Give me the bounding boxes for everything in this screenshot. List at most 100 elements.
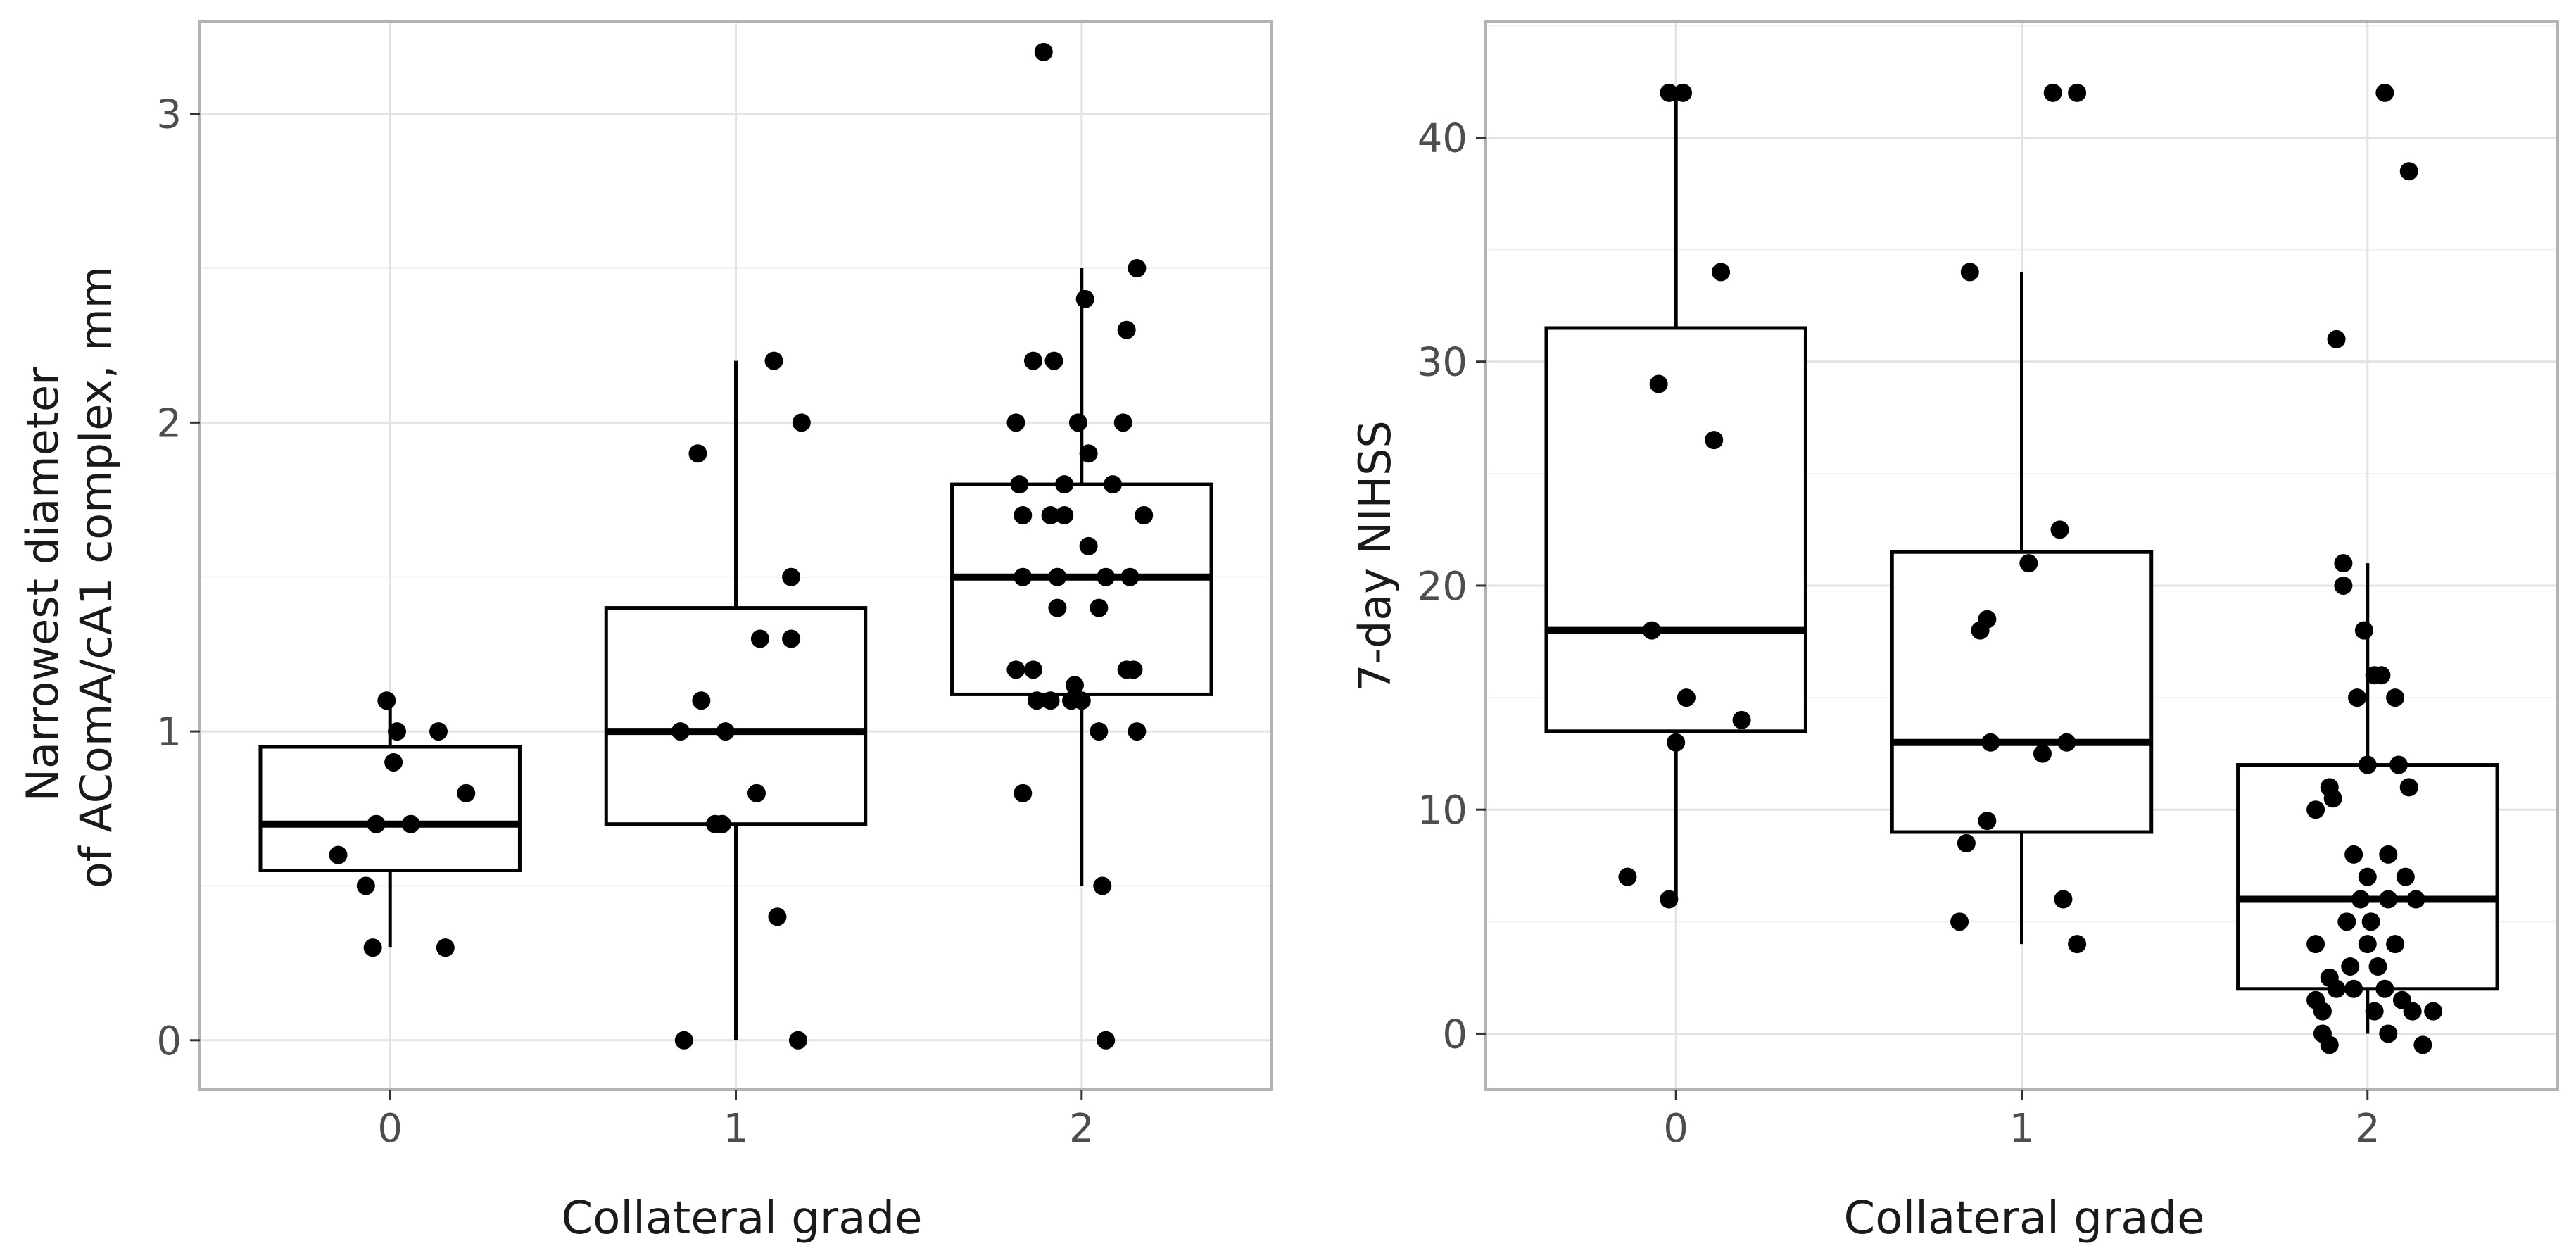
data-point	[2341, 957, 2360, 976]
data-point	[1660, 890, 1679, 909]
x-axis-title: Collateral grade	[1844, 1192, 2205, 1245]
data-point	[2379, 845, 2398, 864]
data-point	[1093, 876, 1112, 895]
chart-narrowest-diameter: 0 1 2 3 0 1 2 Collateral grade Narrowest diam…	[17, 20, 1273, 1245]
data-point	[1044, 351, 1063, 370]
data-point	[2344, 979, 2363, 998]
data-point	[1712, 263, 1731, 282]
data-point	[1024, 351, 1043, 370]
data-point	[2068, 935, 2087, 954]
data-point	[1113, 413, 1132, 432]
data-point	[1960, 263, 1979, 282]
data-point	[1079, 536, 1098, 555]
data-point	[2375, 83, 2394, 102]
iqr-box	[604, 606, 868, 826]
data-point	[2351, 890, 2370, 909]
data-point	[2050, 520, 2069, 539]
iqr-box	[1890, 550, 2154, 834]
data-point	[2327, 979, 2346, 998]
data-point	[1065, 676, 1084, 695]
data-point	[674, 1031, 693, 1050]
data-point	[788, 1031, 807, 1050]
data-point	[363, 938, 382, 957]
data-point	[671, 722, 690, 741]
data-point	[436, 938, 455, 957]
data-point	[1055, 475, 1074, 494]
data-point	[2054, 890, 2073, 909]
data-point	[2375, 979, 2394, 998]
data-point	[1014, 505, 1033, 524]
data-point	[750, 629, 769, 648]
data-point	[2368, 957, 2387, 976]
data-point	[2019, 554, 2038, 573]
data-point	[768, 907, 787, 926]
data-point	[1667, 733, 1686, 752]
data-point	[2043, 83, 2062, 102]
data-point	[388, 722, 407, 741]
data-point	[1642, 621, 1661, 640]
data-point	[1135, 505, 1154, 524]
data-point	[1978, 610, 1997, 629]
data-point	[1014, 783, 1033, 802]
data-point	[1068, 413, 1087, 432]
data-point	[1006, 660, 1025, 679]
data-point	[2399, 162, 2418, 181]
y-axis-ticks: 0 1 2 3	[156, 92, 200, 1064]
data-point	[2313, 1002, 2332, 1021]
y-tick-label: 30	[1418, 340, 1467, 386]
data-point	[688, 444, 707, 463]
data-point	[716, 722, 735, 741]
y-tick-label: 1	[156, 710, 182, 755]
data-point	[2386, 688, 2405, 707]
x-tick-label: 0	[1663, 1106, 1688, 1152]
data-point	[1090, 598, 1109, 617]
data-point	[2424, 1002, 2443, 1021]
data-point	[2396, 867, 2415, 886]
data-point	[1117, 320, 1136, 339]
data-point	[429, 722, 448, 741]
data-point	[367, 814, 386, 833]
x-axis-ticks: 0 1 2	[1663, 1090, 2380, 1152]
y-tick-label: 0	[156, 1019, 182, 1064]
iqr-box	[950, 482, 1213, 696]
data-point	[712, 814, 731, 833]
data-point	[2358, 755, 2377, 774]
data-point	[1705, 431, 1724, 450]
y-tick-label: 20	[1418, 564, 1467, 610]
y-axis-title-line-2: of AComA/cA1 complex, mm	[70, 266, 122, 888]
data-point	[1014, 567, 1033, 586]
data-point	[1024, 660, 1043, 679]
data-point	[2033, 744, 2052, 763]
data-point	[1006, 413, 1025, 432]
data-point	[2413, 1035, 2432, 1054]
data-points	[1618, 83, 2443, 1054]
boxplot-category-2	[950, 267, 1213, 886]
data-point	[2379, 890, 2398, 909]
data-point	[2334, 554, 2353, 573]
data-point	[2406, 890, 2425, 909]
data-point	[1048, 567, 1067, 586]
data-point	[2306, 935, 2325, 954]
data-point	[1104, 475, 1123, 494]
x-tick-label: 0	[377, 1106, 403, 1152]
data-point	[1124, 660, 1143, 679]
data-point	[782, 567, 801, 586]
data-point	[2358, 867, 2377, 886]
data-point	[2403, 1002, 2422, 1021]
data-point	[782, 629, 801, 648]
data-point	[1732, 710, 1751, 729]
data-point	[1120, 567, 1139, 586]
data-point	[2389, 755, 2408, 774]
data-point	[2386, 935, 2405, 954]
data-point	[1674, 83, 1693, 102]
boxplot-category-1	[1890, 272, 2154, 945]
x-tick-label: 2	[2355, 1106, 2380, 1152]
data-point	[692, 691, 711, 710]
data-point	[2068, 83, 2087, 102]
data-point	[2320, 1035, 2339, 1054]
y-tick-label: 2	[156, 401, 182, 446]
x-tick-label: 1	[724, 1106, 749, 1152]
data-point	[2344, 845, 2363, 864]
data-point	[2358, 935, 2377, 954]
